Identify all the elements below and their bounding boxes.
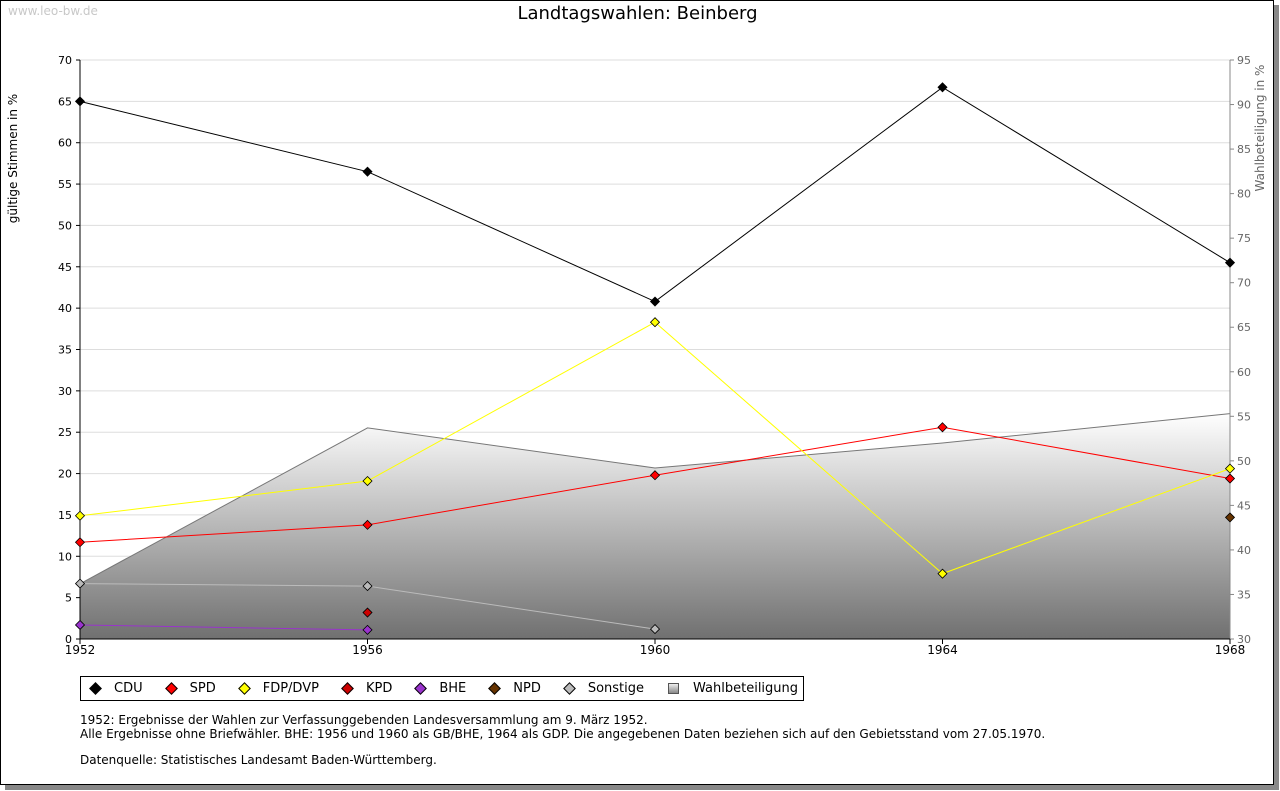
legend-marker-icon [414, 682, 428, 695]
legend-label: KPD [365, 681, 393, 696]
x-tick-label: 1956 [352, 643, 383, 657]
chart-notes: 1952: Ergebnisse der Wahlen zur Verfassu… [80, 713, 1045, 767]
legend-item-fdp-dvp: FDP/DVP [237, 681, 319, 696]
legend: CDU SPD FDP/DVP KPD BHE NPD Sonstige Wahlbeteil… [80, 676, 805, 701]
y2-tick-label: 90 [1237, 99, 1251, 112]
series-line-cdu [79, 86, 1231, 303]
y-axis-label: gültige Stimmen in % [6, 94, 20, 223]
data-point-spd [649, 470, 661, 481]
legend-marker-icon [164, 682, 178, 695]
chart-plot: 0 5 10 15 20 25 30 35 40 45 50 55 60 65 70 30 35 40 45 50 55… [6, 54, 1267, 657]
y-tick-label: 5 [65, 592, 72, 605]
y2-tick-label: 40 [1237, 544, 1251, 557]
legend-label: Sonstige [587, 681, 645, 696]
legend-marker-icon [89, 682, 102, 695]
data-point-fdp-dvp [649, 317, 661, 328]
data-point-spd [937, 422, 948, 433]
y-tick-label: 45 [58, 261, 72, 274]
x-tick-label: 1968 [1215, 643, 1246, 657]
legend-label: BHE [439, 681, 467, 696]
y2-tick-label: 65 [1237, 321, 1251, 334]
data-point-cdu [74, 96, 86, 107]
data-point-cdu [1224, 257, 1236, 268]
data-point-bhe [362, 624, 373, 635]
legend-marker-icon [237, 682, 251, 695]
y2-axis-label: Wahlbeteiligung in % [1253, 65, 1267, 192]
y2-tick-label: 50 [1237, 455, 1251, 468]
y-tick-label: 50 [58, 219, 72, 232]
data-point-sonstige [649, 624, 661, 635]
data-point-sonstige [74, 578, 86, 589]
legend-item-wahlbeteiligung: Wahlbeteiligung [666, 681, 798, 696]
legend-marker-icon [668, 683, 680, 694]
y2-tick-label: 55 [1237, 410, 1251, 423]
y-tick-label: 25 [58, 426, 72, 439]
chart-title: Landtagswahlen: Beinberg [517, 3, 758, 24]
note-line-1: 1952: Ergebnisse der Wahlen zur Verfassu… [80, 713, 648, 727]
legend-marker-icon [562, 682, 576, 695]
legend-marker-icon [341, 682, 354, 695]
y2-tick-label: 45 [1237, 499, 1251, 512]
x-tick-label: 1960 [640, 643, 671, 657]
data-point-npd [1224, 512, 1236, 523]
legend-item-cdu: CDU [89, 681, 143, 696]
y2-tick-label: 30 [1237, 633, 1251, 646]
legend-item-npd: NPD [488, 681, 541, 696]
data-point-cdu [937, 82, 948, 93]
data-point-cdu [649, 296, 661, 307]
x-tick-label: 1964 [927, 643, 958, 657]
y-tick-label: 30 [58, 385, 72, 398]
legend-label: SPD [189, 681, 216, 696]
y2-tick-label: 75 [1237, 232, 1251, 245]
turnout-line [79, 413, 1231, 585]
data-point-spd [74, 537, 86, 548]
note-line-2: Alle Ergebnisse ohne Briefwähler. BHE: 1… [80, 727, 1046, 741]
legend-label: CDU [114, 681, 143, 696]
data-point-kpd [362, 607, 373, 618]
data-source: Datenquelle: Statistisches Landesamt Bad… [80, 753, 437, 767]
series-line-bhe [79, 624, 368, 631]
data-point-fdp-dvp [362, 475, 373, 487]
legend-item-bhe: BHE [414, 681, 466, 696]
data-point-sonstige [362, 580, 373, 592]
y-tick-label: 15 [58, 509, 72, 522]
y-tick-label: 60 [58, 137, 72, 150]
data-point-cdu [362, 166, 373, 177]
legend-label: FDP/DVP [262, 681, 319, 696]
x-tick-label: 1952 [65, 643, 96, 657]
y-tick-label: 55 [58, 178, 72, 191]
y2-tick-label: 95 [1237, 54, 1251, 67]
y2-tick-label: 60 [1237, 366, 1251, 379]
y-tick-label: 40 [58, 302, 72, 315]
data-point-bhe [74, 619, 86, 631]
y2-tick-label: 85 [1237, 143, 1251, 156]
y-tick-label: 0 [65, 633, 72, 646]
y2-tick-label: 35 [1237, 588, 1251, 601]
data-point-fdp-dvp [937, 568, 948, 579]
data-point-spd [362, 519, 373, 530]
data-point-fdp-dvp [74, 510, 86, 521]
y-tick-label: 65 [58, 95, 72, 108]
y-tick-label: 10 [58, 550, 72, 563]
data-point-fdp-dvp [1224, 463, 1236, 474]
y-tick-label: 35 [58, 344, 72, 357]
legend-label: Wahlbeteiligung [693, 681, 799, 696]
watermark: www.leo-bw.de [8, 4, 98, 18]
legend-item-kpd: KPD [341, 681, 392, 696]
legend-marker-icon [488, 682, 502, 695]
y2-tick-label: 80 [1237, 188, 1251, 201]
legend-label: NPD [513, 681, 541, 696]
y-tick-label: 70 [58, 54, 72, 67]
legend-item-spd: SPD [164, 681, 216, 696]
legend-item-sonstige: Sonstige [562, 681, 645, 696]
y2-tick-label: 70 [1237, 277, 1251, 290]
data-point-spd [1224, 473, 1236, 484]
y-tick-label: 20 [58, 468, 72, 481]
